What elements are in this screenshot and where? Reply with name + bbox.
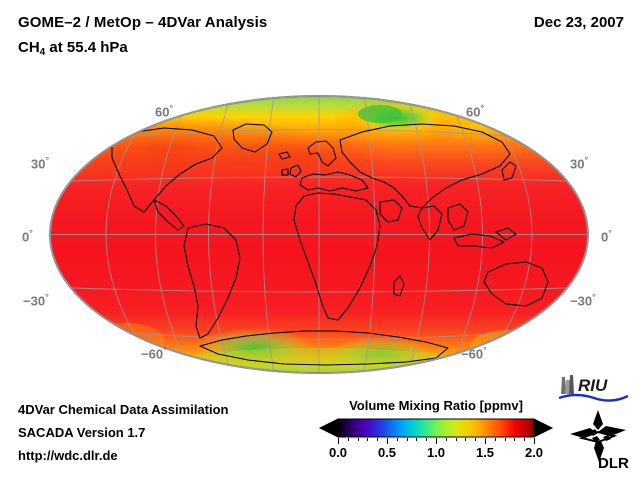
dlr-logo-text: DLR <box>598 455 629 470</box>
colorbar-major-tick <box>534 438 535 444</box>
dlr-logo: DLR <box>568 408 630 472</box>
lat-label-60-right: 60° <box>466 103 485 120</box>
colorbar-minor-tick <box>357 438 359 441</box>
colorbar-minor-tick <box>475 438 477 441</box>
lat-label-0-right: 0° <box>601 228 612 245</box>
colorbar-major-tick <box>436 438 437 444</box>
colorbar-minor-tick <box>406 438 408 441</box>
footer-line-version: SACADA Version 1.7 <box>18 425 146 440</box>
graticule <box>50 96 588 373</box>
colorbar-title: Volume Mixing Ratio [ppmv] <box>349 398 523 413</box>
colorbar-minor-tick <box>455 438 457 441</box>
colorbar-major-tick <box>338 438 339 444</box>
riu-logo: RIU <box>556 374 630 404</box>
colorbar-major-tick <box>387 438 388 444</box>
colorbar-tick-label: 0.5 <box>377 445 397 460</box>
lat-label-minus30-left: −30° <box>23 292 49 309</box>
colorbar-tick-labels: 0.0 0.5 1.0 1.5 2.0 <box>329 445 543 463</box>
map-data-layer <box>50 96 588 373</box>
footer-line-url[interactable]: http://wdc.dlr.de <box>18 448 118 463</box>
colorbar-minor-tick <box>367 438 369 441</box>
lat-label-60-left: 60° <box>155 103 174 120</box>
colorbar-major-tick <box>485 438 486 444</box>
colorbar-minor-tick <box>377 438 379 441</box>
colorbar-tick-label: 0.0 <box>328 445 348 460</box>
mollweide-globe <box>50 96 588 373</box>
colorbar-minor-tick <box>504 438 506 441</box>
colorbar-minor-tick <box>396 438 398 441</box>
colorbar-ticks <box>338 438 535 444</box>
colorbar-minor-tick <box>347 438 349 441</box>
subtitle-subscript: 4 <box>39 47 46 58</box>
colorbar-minor-tick <box>445 438 447 441</box>
colorbar-tick-label: 1.5 <box>475 445 495 460</box>
lat-label-30-right: 30° <box>570 155 589 172</box>
subtitle-level: at 55.4 hPa <box>45 39 128 56</box>
page-title: GOME–2 / MetOp – 4DVar Analysis <box>18 14 268 31</box>
map-plot-area <box>50 96 588 373</box>
page-subtitle: CH4 at 55.4 hPa <box>18 39 128 58</box>
map-svg <box>50 96 588 373</box>
subtitle-species: CH <box>18 39 40 56</box>
lat-label-30-left: 30° <box>31 155 50 172</box>
lat-label-minus60-left: −60° <box>141 345 167 362</box>
lat-label-minus60-right: −60° <box>461 345 487 362</box>
footer-line-method: 4DVar Chemical Data Assimilation <box>18 402 229 417</box>
globe-outline <box>50 96 588 373</box>
colorbar-minor-tick <box>494 438 496 441</box>
svg-text:RIU: RIU <box>578 376 608 395</box>
lat-label-0-left: 0° <box>22 228 33 245</box>
lat-label-minus30-right: −30° <box>570 292 596 309</box>
date-label: Dec 23, 2007 <box>533 14 624 31</box>
colorbar-minor-tick <box>426 438 428 441</box>
colorbar-svg <box>318 418 554 438</box>
colorbar-minor-tick <box>416 438 418 441</box>
riu-logo-svg: RIU <box>558 375 629 402</box>
colorbar-tick-label: 1.0 <box>426 445 446 460</box>
colorbar: Volume Mixing Ratio [ppmv] <box>316 398 556 463</box>
colorbar-tick-label: 2.0 <box>524 445 544 460</box>
dlr-logo-svg: DLR <box>570 410 629 472</box>
colorbar-minor-tick <box>465 438 467 441</box>
colorbar-minor-tick <box>524 438 526 441</box>
colorbar-gradient <box>316 418 556 438</box>
colorbar-minor-tick <box>514 438 516 441</box>
